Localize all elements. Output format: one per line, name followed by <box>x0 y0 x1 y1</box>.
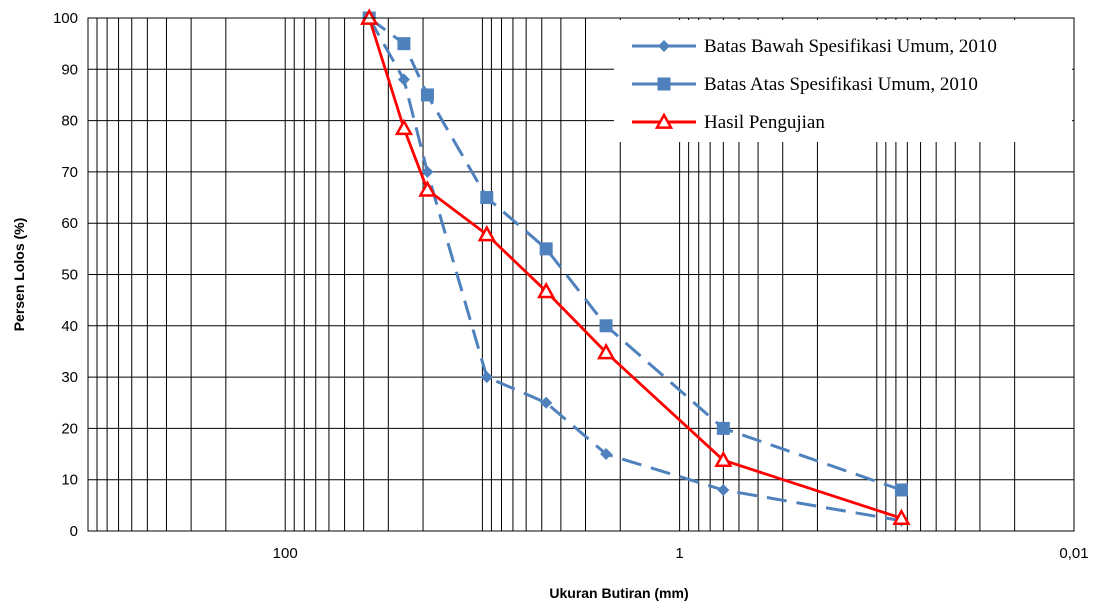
square-marker <box>657 77 671 91</box>
series-layer <box>360 8 911 527</box>
diamond-marker <box>540 396 553 409</box>
series-line <box>367 17 902 520</box>
triangle-marker <box>714 450 733 468</box>
diamond-marker <box>717 483 730 496</box>
x-tick-label: 1 <box>675 545 683 562</box>
y-tick-label: 90 <box>61 61 78 78</box>
diamond-marker <box>397 73 410 86</box>
square-marker <box>716 421 730 435</box>
x-tick-labels: 100 1 0,01 <box>273 545 1089 562</box>
square-marker <box>539 242 553 256</box>
y-tick-label: 60 <box>61 215 78 232</box>
triangle-marker <box>654 112 674 129</box>
square-marker <box>397 37 411 51</box>
legend-label: Hasil Pengujian <box>704 112 825 133</box>
square-marker <box>894 483 908 497</box>
legend-label: Batas Atas Spesifikasi Umum, 2010 <box>704 74 978 95</box>
triangle-marker <box>477 224 496 242</box>
square-marker <box>599 319 613 333</box>
y-tick-label: 50 <box>61 267 78 284</box>
y-tick-label: 40 <box>61 318 78 335</box>
triangle-marker <box>360 8 379 25</box>
square-marker <box>480 191 494 205</box>
triangle-marker <box>418 180 437 197</box>
y-tick-label: 20 <box>61 420 78 437</box>
triangle-marker <box>394 118 414 136</box>
diamond-marker <box>600 448 613 461</box>
y-tick-label: 70 <box>61 164 78 181</box>
diamond-marker <box>421 165 434 178</box>
series-line <box>368 16 902 492</box>
y-tick-label: 30 <box>61 369 78 386</box>
legend-items: Batas Bawah Spesifikasi Umum, 2010 Batas … <box>632 36 997 133</box>
triangle-marker <box>596 342 616 360</box>
y-tick-labels: 0 10 20 30 40 50 60 70 80 90 100 <box>53 10 78 540</box>
legend: Batas Bawah Spesifikasi Umum, 2010 Batas … <box>614 20 1072 142</box>
y-axis-label: Persen Lolos (%) <box>11 218 27 332</box>
diamond-marker <box>658 40 670 52</box>
y-tick-label: 10 <box>61 472 78 489</box>
plot-area-border <box>87 17 1075 532</box>
y-tick-label: 0 <box>70 523 78 540</box>
triangle-marker <box>892 508 911 526</box>
legend-label: Batas Bawah Spesifikasi Umum, 2010 <box>704 36 997 57</box>
square-marker <box>420 88 434 102</box>
x-tick-label: 100 <box>273 545 298 562</box>
diamond-marker <box>480 371 493 384</box>
triangle-marker <box>537 281 556 299</box>
y-tick-label: 100 <box>53 10 78 27</box>
x-tick-label: 0,01 <box>1059 545 1088 562</box>
y-tick-label: 80 <box>61 113 78 130</box>
x-axis-label: Ukuran Butiran (mm) <box>549 585 688 601</box>
